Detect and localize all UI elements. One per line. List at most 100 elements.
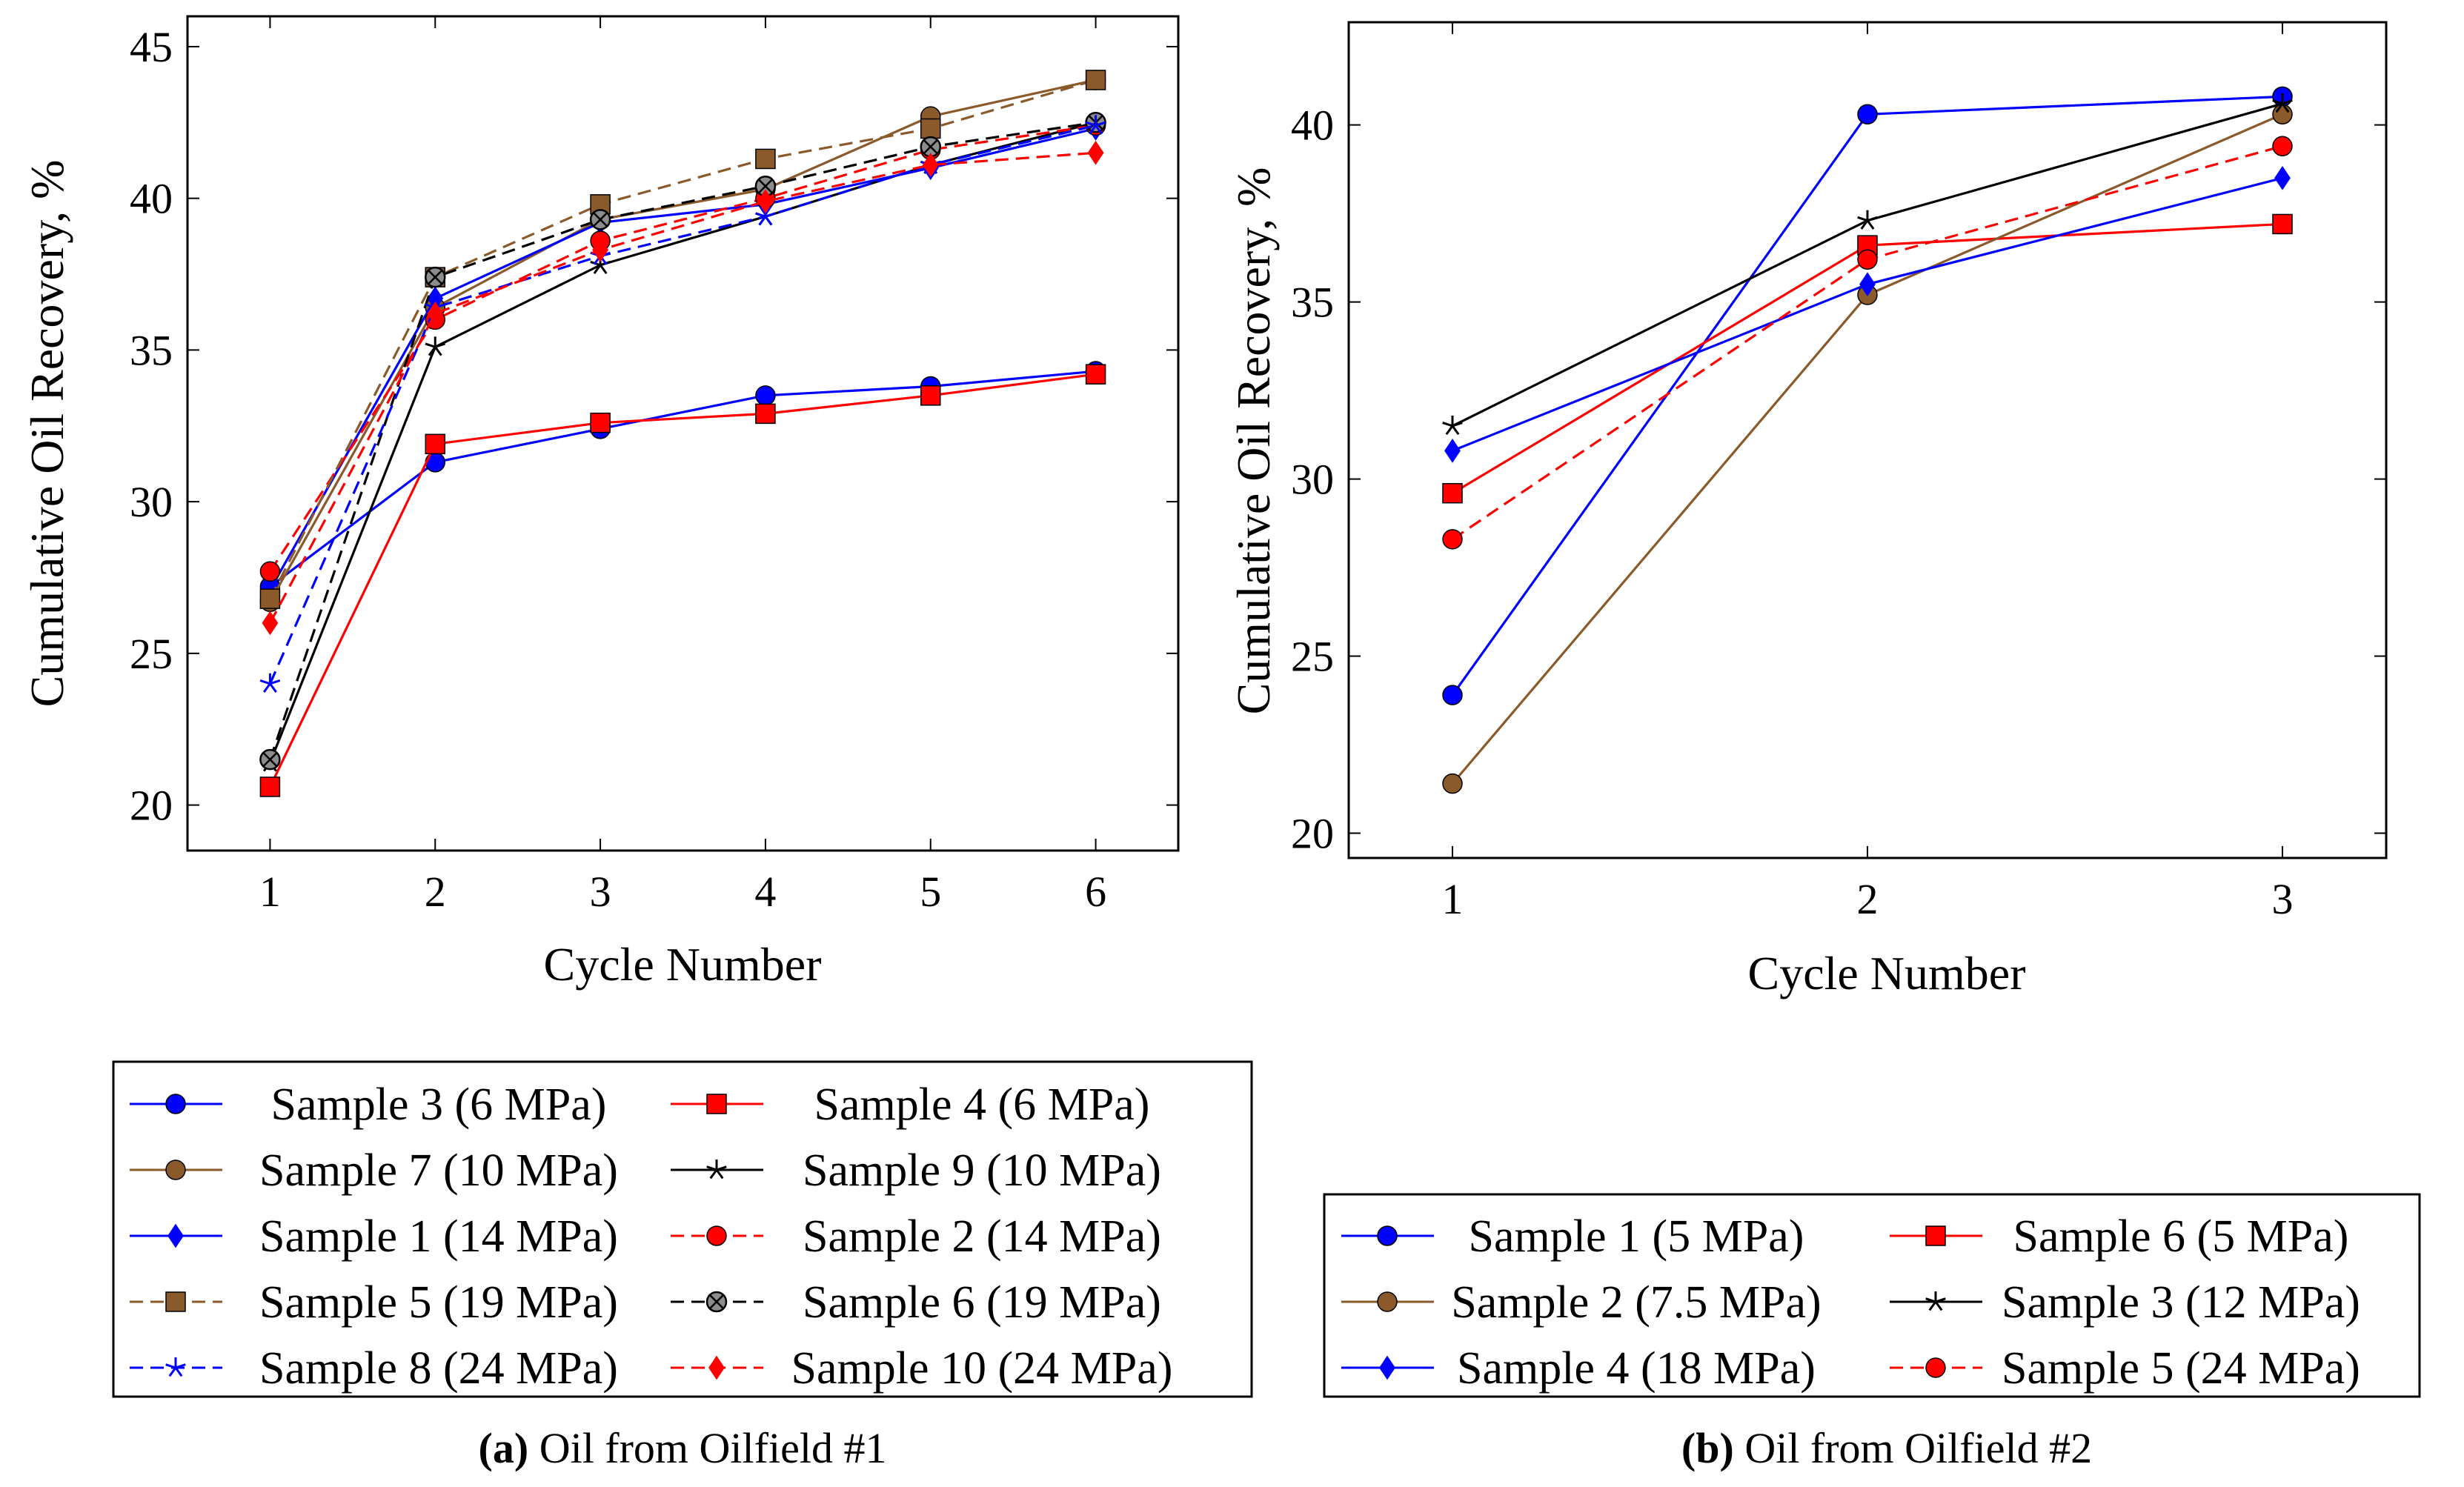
legend-a: Sample 3 (6 MPa) Sample 4 (6 MPa) Sample 7… [112, 1060, 1253, 1398]
data-point [425, 336, 446, 356]
legend-marker [705, 1291, 728, 1313]
data-point [920, 136, 941, 158]
data-point [922, 153, 939, 177]
series-sample-8-24-mpa [259, 115, 1106, 693]
data-point [259, 776, 281, 797]
legend-item-sample-8-24-mpa: Sample 8 (24 MPa) [130, 1343, 618, 1394]
legend-item-sample-5-19-mpa: Sample 5 (19 MPa) [130, 1277, 618, 1328]
series-line [269, 124, 1096, 573]
x-tick-label: 2 [425, 868, 446, 916]
plot-frame-b [1347, 21, 2388, 859]
data-point [920, 385, 941, 406]
legend-label: Sample 5 (24 MPa) [2002, 1343, 2360, 1394]
legend-item-sample-6-5-mpa: Sample 6 (5 MPa) [1890, 1211, 2348, 1262]
data-point [1087, 140, 1104, 165]
y-axis-label-b: Cumulative Oil Recovery, % [1227, 167, 1280, 715]
data-point [592, 237, 608, 262]
legend-b: Sample 1 (5 MPa) Sample 6 (5 MPa) Sample 2… [1323, 1193, 2421, 1398]
legend-marker [165, 1357, 186, 1377]
legend-marker [1377, 1291, 1398, 1312]
legend-marker [1925, 1225, 1946, 1246]
legend-label: Sample 1 (14 MPa) [259, 1211, 618, 1262]
legend-label: Sample 2 (7.5 MPa) [1451, 1277, 1821, 1328]
series-line [268, 373, 1096, 788]
y-tick-label: 40 [130, 175, 173, 223]
legend-label: Sample 9 (10 MPa) [803, 1145, 1161, 1196]
legend-marker [1379, 1355, 1395, 1380]
legend-label: Sample 3 (6 MPa) [271, 1080, 607, 1130]
data-point [755, 385, 776, 406]
data-point [920, 118, 941, 139]
data-point [1442, 685, 1463, 705]
legend-item-sample-1-14-mpa: Sample 1 (14 MPa) [130, 1211, 618, 1262]
chart-panel-b: 20 25 30 35 40 1 2 3 Cycle Number Cumulative Oi… [1227, 21, 2421, 1472]
legend-label: Sample 6 (19 MPa) [803, 1277, 1161, 1328]
legend-label: Sample 4 (18 MPa) [1457, 1343, 1816, 1394]
caption-a: (a) Oil from Oilfield #1 [479, 1424, 887, 1472]
data-point [2272, 213, 2293, 235]
x-tick-label: 2 [1857, 875, 1879, 923]
series-sample-1-14-mpa [262, 116, 1104, 602]
data-point [427, 301, 444, 326]
legend-marker [1925, 1291, 1946, 1311]
x-tick-label: 6 [1085, 868, 1106, 916]
data-point [1085, 70, 1106, 90]
series-sample-3-12-mpa [1442, 93, 2293, 436]
data-point [1444, 438, 1461, 463]
caption-label-a: (a) [479, 1424, 529, 1472]
data-point [259, 673, 281, 693]
x-tick-label: 1 [1442, 875, 1464, 923]
y-tick-label: 20 [130, 782, 173, 830]
caption-b: (b) Oil from Oilfield #2 [1681, 1424, 2092, 1472]
series-line [268, 79, 1097, 599]
legend-box-b [1323, 1193, 2421, 1398]
x-axis-label-a: Cycle Number [544, 938, 822, 991]
legend-marker [165, 1291, 186, 1312]
legend-item-sample-10-24-mpa: Sample 10 (24 MPa) [671, 1343, 1172, 1394]
caption-label-b: (b) [1681, 1424, 1734, 1472]
data-point [1442, 529, 1463, 550]
data-point [259, 588, 281, 609]
data-point [425, 266, 446, 288]
legend-item-sample-2-7-5-mpa: Sample 2 (7.5 MPa) [1341, 1277, 1822, 1328]
legend-label: Sample 6 (5 MPa) [2013, 1211, 2349, 1262]
legend-label: Sample 4 (6 MPa) [814, 1080, 1150, 1130]
y-tick-label: 45 [130, 23, 173, 71]
data-point [1857, 249, 1878, 270]
caption-text-b: Oil from Oilfield #2 [1734, 1424, 2092, 1472]
data-point [1442, 773, 1463, 794]
series-sample-5-24-mpa [1442, 136, 2293, 550]
data-point [757, 189, 774, 214]
legend-marker [706, 1225, 727, 1246]
series-line [268, 121, 1096, 760]
series-line [268, 124, 1096, 685]
plot-frame-a [186, 15, 1180, 852]
legend-label: Sample 8 (24 MPa) [259, 1343, 618, 1394]
legend-marker [708, 1355, 725, 1380]
series-line [269, 151, 1096, 624]
legend-marker [165, 1160, 186, 1180]
data-point [2272, 136, 2293, 157]
x-axis-label-b: Cycle Number [1748, 947, 2026, 999]
data-point [1442, 415, 1463, 436]
data-point [262, 611, 279, 636]
data-point [2274, 165, 2291, 190]
x-tick-label: 5 [920, 868, 941, 916]
data-point [259, 561, 281, 582]
x-tick-label: 3 [590, 868, 611, 916]
legend-marker [1377, 1225, 1398, 1246]
x-tick-label: 1 [259, 868, 281, 916]
data-point [1857, 210, 1878, 230]
y-tick-label: 30 [130, 478, 173, 526]
caption-text-a: Oil from Oilfield #1 [528, 1424, 886, 1472]
legend-item-sample-3-12-mpa: Sample 3 (12 MPa) [1890, 1277, 2360, 1328]
legend-label: Sample 5 (19 MPa) [259, 1277, 618, 1328]
data-point [590, 412, 611, 433]
legend-marker [706, 1094, 727, 1114]
series-sample-1-5-mpa [1442, 86, 2293, 705]
x-tick-label: 3 [2272, 875, 2294, 923]
series-sample-9-10-mpa [259, 112, 1106, 772]
data-point [755, 403, 776, 425]
